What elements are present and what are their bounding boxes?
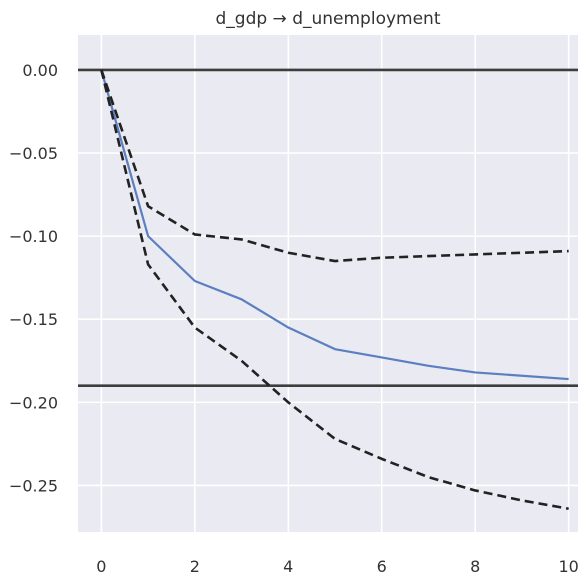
plot-background (78, 35, 578, 532)
grid-lines (78, 35, 578, 532)
x-tick-label: 10 (558, 557, 578, 576)
y-tick-label: −0.05 (9, 144, 58, 163)
confidence-band-line (100, 69, 569, 263)
y-tick-label: −0.20 (9, 393, 58, 412)
chart-title: d_gdp → d_unemployment (215, 9, 440, 29)
y-tick-label: −0.15 (9, 310, 58, 329)
reference-lines (78, 68, 578, 388)
confidence-band-line (100, 69, 569, 511)
x-tick-label: 2 (190, 557, 200, 576)
x-tick-label: 6 (377, 557, 387, 576)
x-axis-ticks: 0 2 4 6 8 10 (96, 557, 578, 576)
y-tick-label: −0.25 (9, 476, 58, 495)
y-tick-label: −0.10 (9, 227, 58, 246)
x-tick-label: 8 (470, 557, 480, 576)
impulse-response-line (100, 69, 569, 381)
x-tick-label: 0 (96, 557, 106, 576)
y-axis-ticks: 0.00 −0.05 −0.10 −0.15 −0.20 −0.25 (9, 61, 58, 496)
series-lines (100, 69, 569, 511)
y-tick-label: 0.00 (22, 61, 58, 80)
x-tick-label: 4 (283, 557, 293, 576)
